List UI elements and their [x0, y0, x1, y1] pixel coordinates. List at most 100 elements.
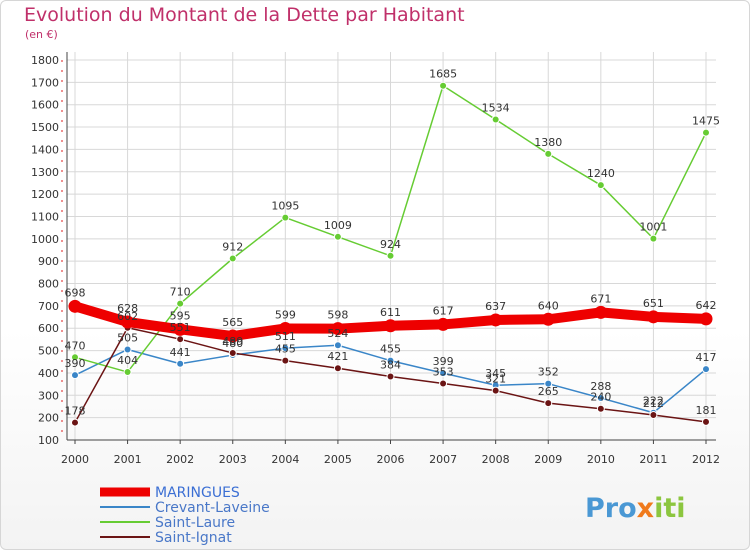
y-tick-label: 1300: [31, 166, 59, 179]
data-label-crevant-laveine: 390: [65, 357, 86, 370]
data-label-saint-laure: 1534: [482, 101, 510, 114]
data-label-maringues: 595: [170, 309, 191, 322]
data-point-maringues: [646, 310, 660, 324]
data-label-crevant-laveine: 524: [327, 327, 348, 340]
x-tick-label: 2011: [639, 453, 667, 466]
data-point-saint-laure: [386, 251, 395, 260]
chart-title: Evolution du Montant de la Dette par Hab…: [24, 4, 465, 26]
data-label-saint-laure: 1380: [534, 136, 562, 149]
data-label-maringues: 611: [380, 306, 401, 319]
data-label-saint-ignat: 551: [170, 321, 191, 334]
x-tick-label: 2006: [377, 453, 405, 466]
y-tick-label: 500: [38, 345, 59, 358]
y-tick-label: 700: [38, 300, 59, 313]
data-point-maringues: [278, 321, 292, 335]
data-point-crevant-laveine: [71, 371, 79, 380]
y-tick-label: 1000: [31, 233, 59, 246]
data-label-saint-ignat: 181: [696, 404, 717, 417]
y-tick-label: 200: [38, 412, 59, 425]
data-label-crevant-laveine: 441: [170, 346, 191, 359]
data-label-crevant-laveine: 455: [380, 343, 401, 356]
x-tick-label: 2001: [114, 453, 142, 466]
data-point-saint-laure: [596, 181, 605, 190]
x-tick-label: 2002: [166, 453, 194, 466]
data-point-saint-ignat: [228, 349, 237, 358]
data-point-saint-laure: [333, 232, 342, 241]
data-label-saint-ignat: 455: [275, 343, 296, 356]
data-label-maringues: 599: [275, 308, 296, 321]
data-point-crevant-laveine: [281, 344, 290, 353]
data-point-maringues: [489, 313, 503, 327]
data-point-maringues: [226, 329, 240, 343]
data-point-maringues: [68, 299, 82, 313]
data-point-saint-ignat: [71, 418, 79, 427]
legend-label: MARINGUES: [155, 485, 240, 501]
data-label-crevant-laveine: 480: [222, 337, 243, 350]
data-point-saint-laure: [123, 368, 132, 377]
data-label-saint-laure: 710: [170, 286, 191, 299]
data-point-saint-ignat: [281, 356, 290, 365]
y-tick-label: 600: [38, 322, 59, 335]
y-tick-label: 1700: [31, 76, 59, 89]
logo-part: Pro: [585, 493, 637, 524]
data-label-maringues: 628: [117, 302, 138, 315]
data-point-maringues: [173, 322, 187, 336]
data-point-saint-ignat: [596, 404, 605, 413]
data-label-maringues: 637: [485, 300, 506, 313]
data-point-saint-ignat: [386, 372, 395, 381]
x-tick-label: 2004: [271, 453, 299, 466]
data-point-maringues: [121, 315, 135, 329]
data-point-maringues: [331, 322, 345, 336]
data-point-saint-ignat: [544, 399, 553, 408]
x-tick-label: 2010: [587, 453, 615, 466]
legend-label: Saint-Laure: [155, 515, 235, 531]
data-point-saint-ignat: [439, 379, 448, 388]
data-label-maringues: 640: [538, 299, 559, 312]
data-label-maringues: 642: [696, 299, 717, 312]
y-tick-label: 100: [38, 434, 59, 447]
data-point-saint-laure: [649, 234, 658, 243]
data-label-saint-ignat: 602: [117, 310, 138, 323]
data-label-saint-ignat: 489: [222, 335, 243, 348]
x-tick-label: 2005: [324, 453, 352, 466]
data-point-crevant-laveine: [439, 369, 448, 378]
logo-part: x: [637, 493, 654, 524]
data-label-maringues: 651: [643, 297, 664, 310]
legend-label: Crevant-Laveine: [155, 500, 270, 516]
data-point-saint-laure: [228, 254, 237, 263]
x-tick-label: 2012: [692, 453, 720, 466]
data-point-saint-laure: [491, 115, 500, 124]
data-point-maringues: [699, 312, 713, 326]
y-tick-label: 1200: [31, 188, 59, 201]
data-point-saint-laure: [702, 128, 710, 137]
data-label-crevant-laveine: 222: [643, 395, 664, 408]
logo-part: iti: [654, 493, 685, 524]
data-point-crevant-laveine: [333, 341, 342, 350]
y-tick-label: 1400: [31, 143, 59, 156]
x-tick-label: 2003: [219, 453, 247, 466]
chart-subtitle: (en €): [25, 28, 58, 41]
data-label-crevant-laveine: 399: [433, 355, 454, 368]
data-label-saint-laure: 1009: [324, 219, 352, 232]
data-label-saint-laure: 1240: [587, 167, 615, 180]
y-tick-label: 1500: [31, 121, 59, 134]
data-point-saint-laure: [439, 81, 448, 90]
data-point-saint-laure: [71, 353, 79, 362]
data-label-crevant-laveine: 417: [696, 351, 717, 364]
data-point-crevant-laveine: [176, 359, 185, 368]
data-label-saint-laure: 470: [65, 339, 86, 352]
x-tick-label: 2008: [482, 453, 510, 466]
data-label-saint-ignat: 421: [327, 350, 348, 363]
y-tick-label: 400: [38, 367, 59, 380]
data-label-maringues: 617: [433, 304, 454, 317]
data-point-saint-ignat: [333, 364, 342, 373]
x-tick-label: 2009: [534, 453, 562, 466]
data-label-saint-laure: 1095: [271, 200, 299, 213]
y-tick-label: 900: [38, 255, 59, 268]
data-point-maringues: [384, 319, 397, 333]
data-point-crevant-laveine: [544, 379, 553, 388]
data-label-saint-ignat: 384: [380, 359, 401, 372]
data-label-maringues: 671: [590, 292, 611, 305]
y-tick-label: 800: [38, 278, 59, 291]
